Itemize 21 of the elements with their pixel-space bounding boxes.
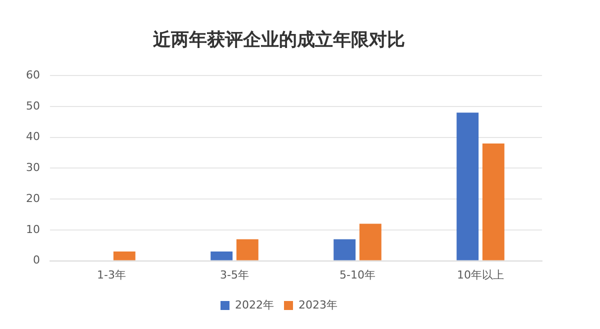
bar	[210, 252, 233, 260]
x-tick-label: 3-5年	[220, 268, 249, 282]
x-tick-label: 1-3年	[97, 268, 126, 282]
bar	[113, 252, 136, 260]
y-tick-label: 0	[32, 254, 40, 267]
bar	[359, 224, 382, 260]
y-tick-label: 40	[26, 130, 40, 144]
bar	[236, 239, 258, 260]
y-tick-label: 60	[26, 68, 40, 82]
y-tick-label: 20	[26, 192, 40, 205]
bar	[334, 239, 356, 260]
y-tick-label: 10	[26, 222, 40, 236]
bar	[482, 144, 504, 260]
bar	[456, 112, 479, 260]
x-tick-label: 5-10年	[340, 268, 376, 282]
legend-label: 2023年	[298, 298, 338, 312]
y-tick-label: 50	[26, 99, 40, 112]
legend-label: 2022年	[235, 298, 274, 312]
x-tick-label: 10年以上	[457, 268, 504, 282]
chart-title: 近两年获评企业的成立年限对比	[152, 29, 405, 50]
y-tick-label: 30	[26, 161, 40, 174]
